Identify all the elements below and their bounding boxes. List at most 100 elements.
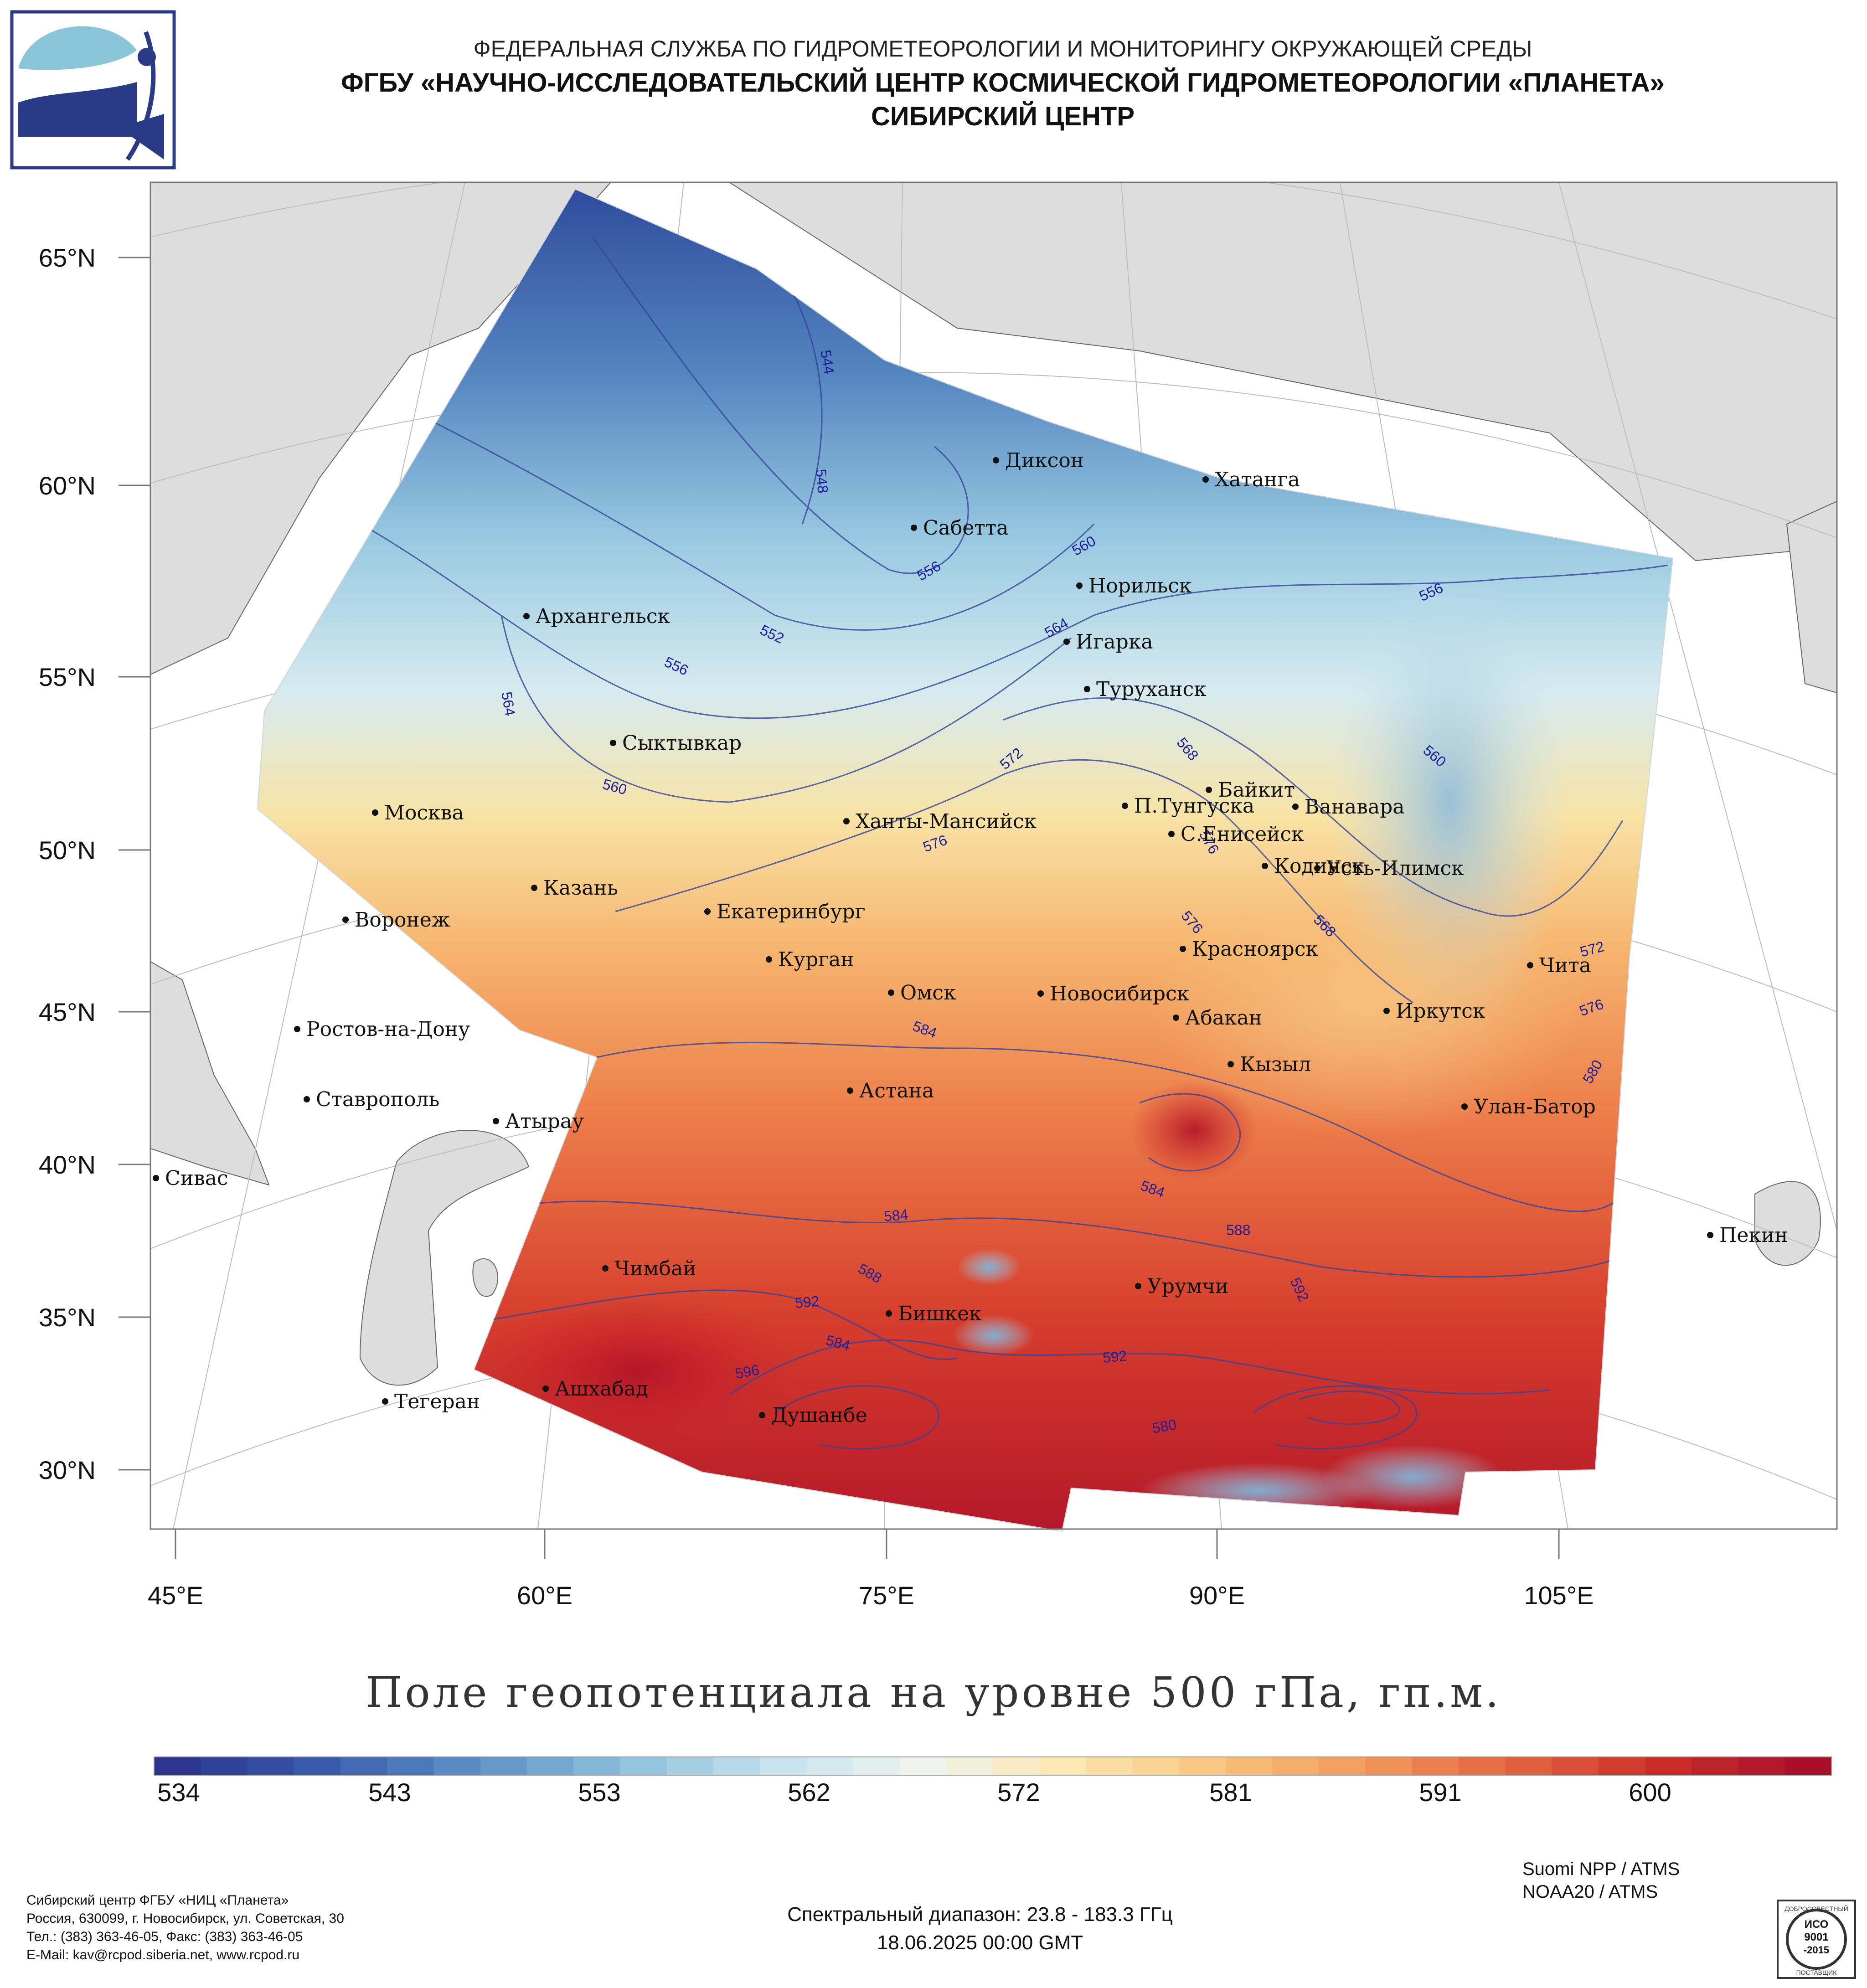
city-atyrau: Атырау bbox=[493, 1110, 584, 1133]
svg-text:Чимбай: Чимбай bbox=[614, 1257, 696, 1280]
city-norilsk: Норильск bbox=[1076, 574, 1191, 597]
city-voronezh: Воронеж bbox=[342, 908, 450, 932]
colorbar-cell bbox=[1039, 1757, 1087, 1775]
svg-text:Атырау: Атырау bbox=[505, 1110, 584, 1133]
contour-label: 592 bbox=[794, 1293, 820, 1311]
satellite-instrument: Suomi NPP / ATMS bbox=[1522, 1859, 1680, 1879]
svg-text:Архангельск: Архангельск bbox=[536, 605, 670, 628]
svg-text:Диксон: Диксон bbox=[1005, 449, 1084, 472]
contact-address: Сибирский центр ФГБУ «НИЦ «Планета» Росс… bbox=[26, 1891, 344, 1964]
svg-text:Казань: Казань bbox=[543, 876, 618, 900]
colorbar-cell bbox=[433, 1757, 481, 1775]
colorbar-cell bbox=[573, 1757, 621, 1775]
svg-text:Усть-Илимск: Усть-Илимск bbox=[1326, 857, 1464, 880]
colorbar-cell bbox=[154, 1757, 201, 1775]
colorbar-cell bbox=[1365, 1757, 1413, 1775]
svg-text:Чита: Чита bbox=[1539, 954, 1591, 977]
colorbar-cell bbox=[294, 1757, 341, 1775]
satellite-instrument: NOAA20 / ATMS bbox=[1522, 1882, 1658, 1902]
logo-icon bbox=[10, 10, 176, 170]
svg-text:Душанбе: Душанбе bbox=[771, 1404, 867, 1427]
agency-title: ФЕДЕРАЛЬНАЯ СЛУЖБА ПО ГИДРОМЕТЕОРОЛОГИИ … bbox=[473, 36, 1532, 62]
svg-text:Абакан: Абакан bbox=[1185, 1006, 1262, 1030]
svg-text:П.Тунгуска: П.Тунгуска bbox=[1134, 794, 1254, 818]
lat-label: 50°N bbox=[39, 836, 96, 865]
svg-text:Байкит: Байкит bbox=[1218, 778, 1295, 802]
svg-text:С.Енисейск: С.Енисейск bbox=[1181, 823, 1304, 846]
city-chita: Чита bbox=[1527, 954, 1591, 977]
colorbar-tick: 600 bbox=[1629, 1778, 1671, 1807]
colorbar-cell bbox=[1272, 1757, 1320, 1775]
colorbar-cell bbox=[1598, 1757, 1646, 1775]
address-line: Тел.: (383) 363-46-05, Факс: (383) 363-4… bbox=[26, 1929, 303, 1944]
lon-label: 90°E bbox=[1189, 1581, 1245, 1610]
svg-text:ИСО: ИСО bbox=[1805, 1918, 1829, 1931]
city-yekaterinburg: Екатеринбург bbox=[704, 900, 866, 923]
colorbar-cell bbox=[1132, 1757, 1180, 1775]
city-chimbay: Чимбай bbox=[602, 1257, 696, 1280]
observation-datetime: 18.06.2025 00:00 GMT bbox=[877, 1931, 1083, 1954]
city-krasnoyarsk: Красноярск bbox=[1180, 937, 1318, 961]
colorbar-cell bbox=[201, 1757, 248, 1775]
colorbar-cell bbox=[1552, 1757, 1599, 1775]
city-arkhangelsk: Архангельск bbox=[523, 605, 670, 628]
city-kurgan: Курган bbox=[766, 948, 854, 971]
svg-text:Ростов-на-Дону: Ростов-на-Дону bbox=[306, 1018, 470, 1041]
city-moscow: Москва bbox=[372, 801, 464, 824]
city-beijing: Пекин bbox=[1707, 1224, 1788, 1247]
address-line: Россия, 630099, г. Новосибирск, ул. Сове… bbox=[26, 1911, 344, 1926]
lat-label: 55°N bbox=[39, 663, 96, 691]
organization-title: ФГБУ «НАУЧНО-ИССЛЕДОВАТЕЛЬСКИЙ ЦЕНТР КОС… bbox=[341, 68, 1665, 98]
city-vanavara: Ванавара bbox=[1292, 795, 1405, 819]
city-kyzyl: Кызыл bbox=[1227, 1053, 1311, 1076]
svg-text:Хатанга: Хатанга bbox=[1215, 468, 1300, 491]
city-dikson: Диксон bbox=[993, 449, 1084, 472]
city-bishkek: Бишкек bbox=[886, 1302, 982, 1325]
colorbar-tick: 581 bbox=[1209, 1778, 1252, 1807]
city-dushanbe: Душанбе bbox=[759, 1404, 867, 1427]
colorbar-tick: 562 bbox=[788, 1778, 830, 1807]
svg-text:Бишкек: Бишкек bbox=[898, 1302, 982, 1325]
contour-label: 584 bbox=[883, 1206, 908, 1225]
product-info: Спектральный диапазон: 23.8 - 183.3 ГГц … bbox=[638, 1900, 1322, 1957]
city-stavropol: Ставрополь bbox=[304, 1088, 439, 1111]
svg-text:Тегеран: Тегеран bbox=[394, 1390, 480, 1413]
svg-text:ПОСТАВЩИК: ПОСТАВЩИК bbox=[1796, 1969, 1837, 1976]
colorbar-cell bbox=[620, 1757, 667, 1775]
colorbar-tick: 543 bbox=[368, 1778, 411, 1807]
lon-label: 60°E bbox=[517, 1581, 572, 1610]
swath-outline bbox=[257, 188, 1674, 1532]
longitude-labels: 45°E 60°E 75°E 90°E 105°E bbox=[148, 1529, 1594, 1610]
svg-text:Кызыл: Кызыл bbox=[1240, 1053, 1311, 1076]
address-line: E-Mail: kav@rcpod.siberia.net, www.rcpod… bbox=[26, 1947, 300, 1962]
satellite-list: Suomi NPP / ATMS NOAA20 / ATMS bbox=[1522, 1858, 1680, 1903]
colorbar-cell bbox=[526, 1757, 574, 1775]
city-s-yeniseysk: С.Енисейск bbox=[1168, 823, 1304, 846]
city-ashgabat: Ашхабад bbox=[542, 1377, 648, 1401]
colorbar-tick: 591 bbox=[1419, 1778, 1462, 1807]
colorbar-cell bbox=[1645, 1757, 1692, 1775]
city-astana: Астана bbox=[847, 1079, 934, 1102]
lat-label: 65°N bbox=[39, 243, 96, 272]
svg-text:Ханты-Мансийск: Ханты-Мансийск bbox=[856, 810, 1037, 833]
svg-text:Курган: Курган bbox=[778, 948, 854, 971]
colorbar-tick: 534 bbox=[157, 1778, 200, 1807]
city-rostov-on-don: Ростов-на-Дону bbox=[294, 1018, 470, 1041]
city-khatanga: Хатанга bbox=[1202, 468, 1300, 491]
colorbar-cell bbox=[1505, 1757, 1552, 1775]
city-sivas: Сивас bbox=[153, 1167, 228, 1190]
svg-text:Астана: Астана bbox=[859, 1079, 934, 1102]
colorbar-cell bbox=[853, 1757, 900, 1775]
city-baykit: Байкит bbox=[1206, 778, 1295, 802]
lat-label: 35°N bbox=[39, 1303, 96, 1332]
svg-text:Ванавара: Ванавара bbox=[1305, 795, 1405, 819]
city-ust-ilimsk: Усть-Илимск bbox=[1314, 857, 1464, 880]
city-syktyvkar: Сыктывкар bbox=[610, 731, 742, 755]
colorbar-cell bbox=[1179, 1757, 1227, 1775]
lon-label: 45°E bbox=[148, 1581, 203, 1610]
svg-text:Игарка: Игарка bbox=[1076, 630, 1153, 654]
svg-text:Улан-Батор: Улан-Батор bbox=[1474, 1095, 1596, 1118]
svg-text:Норильск: Норильск bbox=[1088, 574, 1191, 597]
colorbar-cell bbox=[759, 1757, 807, 1775]
